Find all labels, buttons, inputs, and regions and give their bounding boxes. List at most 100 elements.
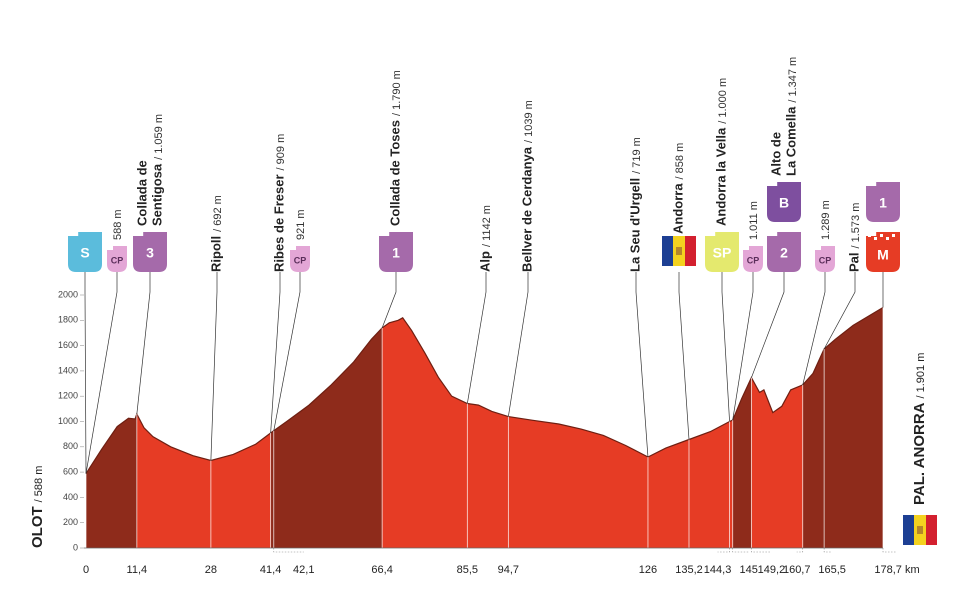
y-tick-label: 0 — [73, 542, 78, 552]
badge — [133, 232, 167, 272]
badge — [705, 232, 739, 272]
x-tick-label: 66,4 — [371, 564, 392, 576]
flag-emblem — [917, 526, 923, 534]
flag-stripe — [903, 515, 914, 545]
point-name: La Comella — [783, 106, 798, 176]
badge-label: SP — [713, 245, 732, 261]
finish-elevation: / 1.901 m — [915, 353, 927, 399]
badge-label: S — [80, 245, 89, 261]
point-elevation: / 1.790 m — [391, 70, 403, 116]
point-elevation: / 1142 m — [481, 205, 493, 247]
point-name: Bellver de Cerdanya — [519, 146, 534, 272]
leader-line — [381, 272, 397, 329]
leader-line — [273, 272, 301, 431]
checker — [886, 237, 889, 240]
point-elevation: / 1039 m — [523, 100, 535, 143]
x-tick-leader — [717, 548, 730, 553]
x-tick-label: 126 — [639, 564, 657, 576]
x-tick-label: 149,2 — [758, 564, 786, 576]
leader-line — [751, 272, 785, 378]
point-name: Andorra la Vella — [713, 127, 728, 226]
point-name: Collada de Toses — [387, 120, 402, 226]
badge — [767, 182, 801, 222]
badge — [866, 232, 900, 272]
x-tick-label: 165,5 — [818, 564, 846, 576]
point-elevation: 588 m — [112, 209, 124, 240]
badge-label: CP — [819, 255, 832, 265]
point-elevation: 1.289 m — [820, 200, 832, 240]
x-tick-label: 0 — [83, 564, 89, 576]
leader-line — [802, 272, 826, 386]
x-tick-label: 85,5 — [457, 564, 478, 576]
y-tick-label: 1800 — [58, 315, 78, 325]
y-tick-label: 2000 — [58, 289, 78, 299]
x-tick-leader — [796, 548, 804, 553]
x-tick-label: 41,4 — [260, 564, 281, 576]
point-elevation: / 1.347 m — [787, 57, 799, 103]
x-tick-label: 11,4 — [127, 564, 148, 576]
badge — [379, 232, 413, 272]
point-name: Alp — [477, 251, 492, 272]
leader-line — [635, 272, 649, 458]
y-tick-label: 200 — [63, 517, 78, 527]
badge — [68, 232, 102, 272]
start-name: OLOT — [29, 506, 46, 548]
climb-section — [732, 307, 752, 548]
checker — [868, 234, 871, 237]
badge — [815, 246, 835, 272]
point-elevation: / 858 m — [674, 143, 686, 180]
y-tick-label: 600 — [63, 466, 78, 476]
y-tick-label: 400 — [63, 492, 78, 502]
checker — [874, 237, 877, 240]
badge-label: 2 — [780, 245, 788, 261]
point-elevation: 1.011 m — [748, 201, 760, 240]
point-name: Collada de — [134, 160, 149, 226]
badge-label: 1 — [392, 245, 400, 261]
leader-line — [210, 272, 218, 461]
x-tick-leader — [882, 548, 897, 553]
leader-line — [85, 272, 118, 474]
leader-line — [508, 272, 529, 417]
x-tick-label: 160,7 — [783, 564, 811, 576]
leader-line — [84, 272, 87, 474]
leader-line — [823, 272, 856, 350]
point-name: Ribes de Freser — [271, 174, 286, 272]
point-name: Pal — [846, 252, 861, 272]
badge-label: CP — [294, 255, 307, 265]
x-tick-label: 178,7 km — [874, 564, 919, 576]
badge-label: CP — [747, 255, 760, 265]
x-tick-label: 144,3 — [704, 564, 732, 576]
y-tick-label: 1000 — [58, 416, 78, 426]
flag-stripe — [685, 236, 696, 266]
leader-line — [732, 272, 754, 421]
profile-area — [86, 307, 883, 548]
climb-section — [270, 307, 383, 548]
climb-section — [86, 307, 137, 548]
finish-name: PAL. ANORRA — [911, 402, 928, 505]
x-tick-label: 28 — [205, 564, 217, 576]
leader-line — [270, 272, 281, 434]
badge — [743, 246, 763, 272]
leader-line — [136, 272, 151, 415]
badge-label: 1 — [879, 195, 887, 211]
badge-label: CP — [111, 255, 124, 265]
checker — [880, 234, 883, 237]
x-tick-label: 42,1 — [293, 564, 314, 576]
x-tick-leader — [273, 548, 304, 553]
x-tick-leader — [823, 548, 833, 553]
flag-stripe — [926, 515, 937, 545]
x-tick-label: 135,2 — [675, 564, 703, 576]
point-name: Sentigosa — [149, 163, 164, 226]
checker — [892, 234, 895, 237]
climb-section — [802, 307, 883, 548]
leader-line — [466, 272, 487, 404]
point-name: Alto de — [768, 132, 783, 176]
flag-stripe — [662, 236, 673, 266]
badge-label: M — [877, 247, 889, 263]
point-elevation: / 692 m — [212, 195, 224, 232]
leader-line — [678, 272, 690, 440]
point-elevation: / 719 m — [631, 137, 643, 174]
x-tick-leader — [732, 548, 749, 553]
start-elevation: / 588 m — [33, 466, 45, 503]
